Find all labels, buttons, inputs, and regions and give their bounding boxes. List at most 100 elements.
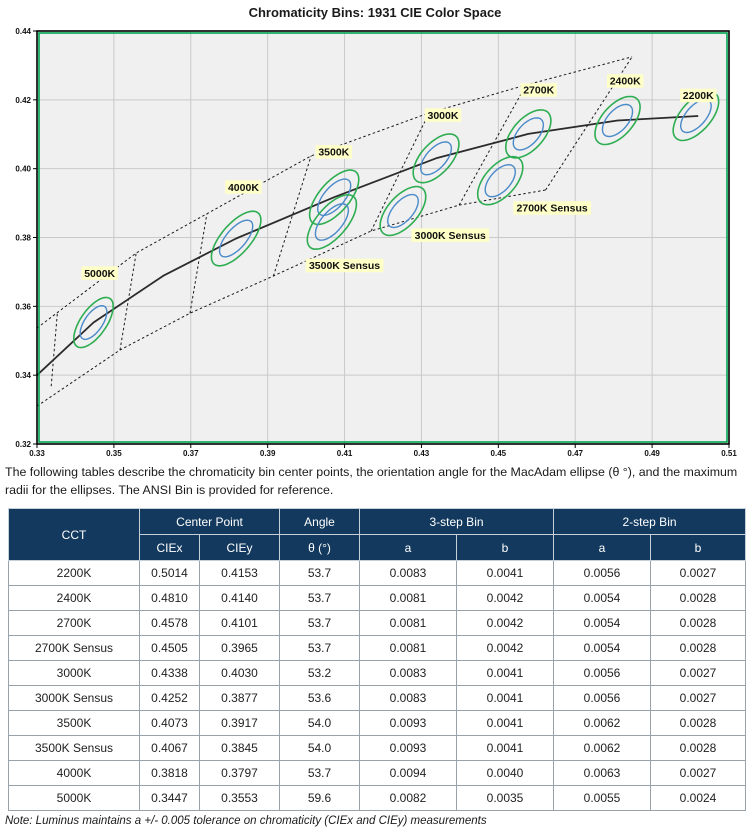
table-row: 2700K Sensus 0.4505 0.3965 53.7 0.0081 0.0042…: [8, 635, 747, 661]
bin-label-bg: [520, 83, 557, 97]
table-cell: 0.0081: [359, 610, 458, 636]
table-cell: 0.0028: [650, 635, 747, 661]
table-cell: 0.0055: [553, 785, 652, 811]
y-tick-label: 0.42: [15, 96, 31, 105]
header-ciex: CIEx: [139, 534, 200, 561]
bin-upper-boundary: [36, 56, 633, 329]
table-row: 2200K 0.5014 0.4153 53.7 0.0083 0.0041 0.0056 0…: [8, 560, 747, 586]
footnote: Note: Luminus maintains a +/- 0.005 tole…: [5, 815, 487, 827]
bin-label-bg: [411, 228, 490, 242]
table-row: 2400K 0.4810 0.4140 53.7 0.0081 0.0042 0.0054 0…: [8, 585, 747, 611]
table-row: 5000K 0.3447 0.3553 59.6 0.0082 0.0035 0.0055 0…: [8, 785, 747, 811]
table-cell: 59.6: [279, 785, 361, 811]
table-row: 3000K Sensus 0.4252 0.3877 53.6 0.0083 0.0041…: [8, 685, 747, 711]
table-cell: 0.0093: [359, 735, 458, 761]
header-3step-bin: 3-step Bin: [359, 508, 555, 535]
bin-label: 5000K: [84, 268, 115, 280]
bin-label: 2700K Sensus: [517, 203, 588, 215]
bin-label: 3500K Sensus: [309, 260, 380, 272]
table-cell: 0.0062: [553, 710, 652, 736]
bin-label-bg: [679, 88, 717, 103]
table-cell: 0.0041: [456, 710, 555, 736]
table-cell: 54.0: [279, 735, 361, 761]
bin-label: 3000K Sensus: [415, 230, 486, 242]
table-cell: 0.4067: [139, 735, 200, 761]
bin-label-bg: [315, 145, 353, 159]
table-cell: 0.0041: [456, 685, 555, 711]
x-tick-label: 0.35: [106, 449, 122, 458]
header-ciey: CIEy: [198, 534, 281, 561]
table-row: 3000K 0.4338 0.4030 53.2 0.0083 0.0041 0.0056 0…: [8, 660, 747, 686]
bin-label-bg: [606, 74, 644, 88]
x-tick-label: 0.49: [644, 449, 660, 458]
table-cell: 53.7: [279, 610, 361, 636]
table-cell: 0.3447: [139, 785, 200, 811]
header-cct: CCT: [8, 508, 140, 561]
bin-label: 3500K: [318, 147, 349, 159]
header-2step-b: b: [650, 534, 747, 561]
table-cell: 0.0081: [359, 635, 458, 661]
table-cell: 0.0035: [456, 785, 555, 811]
ellipse-2step: [601, 103, 634, 138]
bin-label-bg: [305, 258, 384, 273]
y-tick-label: 0.34: [15, 371, 31, 380]
bin-label-bg: [513, 201, 592, 215]
table-cell: 0.0054: [553, 585, 652, 611]
page-title: Chromaticity Bins: 1931 CIE Color Space: [248, 5, 502, 20]
description-text: The following tables describe the chroma…: [5, 465, 738, 497]
y-tick-label: 0.32: [15, 440, 31, 449]
header-theta: θ (°): [279, 534, 361, 561]
y-tick-label: 0.44: [15, 27, 31, 36]
table-row: 2700K 0.4578 0.4101 53.7 0.0081 0.0042 0.0054 0…: [8, 610, 747, 636]
table-cell: 0.0040: [456, 760, 555, 786]
bin-divider: [189, 213, 208, 314]
table-cell: 0.0027: [650, 560, 747, 586]
table-cell: 0.0027: [650, 660, 747, 686]
table-cell: 3500K Sensus: [8, 735, 140, 761]
header-3step-b: b: [456, 534, 555, 561]
table-cell: 0.0042: [456, 585, 555, 611]
ellipse-3step: [594, 95, 641, 146]
ellipse-2step: [419, 141, 453, 176]
table-cell: 0.0083: [359, 685, 458, 711]
table-cell: 2400K: [8, 585, 140, 611]
table-cell: 0.0056: [553, 685, 652, 711]
table-cell: 0.0042: [456, 610, 555, 636]
x-tick-label: 0.37: [183, 449, 199, 458]
table-header: CCT Center Point Angle 3-step Bin 2-step…: [8, 508, 747, 561]
bin-label: 3000K: [427, 110, 458, 122]
table-cell: 0.0081: [359, 585, 458, 611]
bin-label: 2700K: [523, 85, 554, 97]
table-body: 2200K 0.5014 0.4153 53.7 0.0083 0.0041 0.0056 0…: [8, 560, 747, 811]
ellipse-3step: [210, 210, 262, 267]
ellipse-3step: [379, 185, 427, 237]
header-angle: Angle: [279, 508, 361, 535]
ellipse-3step: [306, 194, 358, 251]
x-tick-label: 0.47: [567, 449, 583, 458]
inner-green-frame: [38, 32, 728, 443]
table-cell: 0.3797: [198, 760, 281, 786]
table-cell: 0.0062: [553, 735, 652, 761]
bin-label: 2200K: [683, 90, 714, 102]
table-cell: 0.0082: [359, 785, 458, 811]
y-tick-label: 0.36: [15, 302, 31, 311]
header-2step-bin: 2-step Bin: [553, 508, 747, 535]
table-cell: 0.0041: [456, 560, 555, 586]
ellipse-2step: [386, 193, 419, 229]
table-cell: 0.4338: [139, 660, 200, 686]
x-tick-label: 0.45: [491, 449, 507, 458]
header-3step-a: a: [359, 534, 458, 561]
table-cell: 54.0: [279, 710, 361, 736]
table-cell: 0.5014: [139, 560, 200, 586]
table-cell: 0.0028: [650, 710, 747, 736]
table-cell: 0.0056: [553, 660, 652, 686]
ellipse-2step: [512, 117, 545, 151]
x-tick-label: 0.41: [337, 449, 353, 458]
table-cell: 0.0042: [456, 635, 555, 661]
table-cell: 0.4153: [198, 560, 281, 586]
table-cell: 53.7: [279, 560, 361, 586]
table-row: 3500K Sensus 0.4067 0.3845 54.0 0.0093 0.0041…: [8, 735, 747, 761]
table-cell: 53.2: [279, 660, 361, 686]
table-cell: 2700K Sensus: [8, 635, 140, 661]
